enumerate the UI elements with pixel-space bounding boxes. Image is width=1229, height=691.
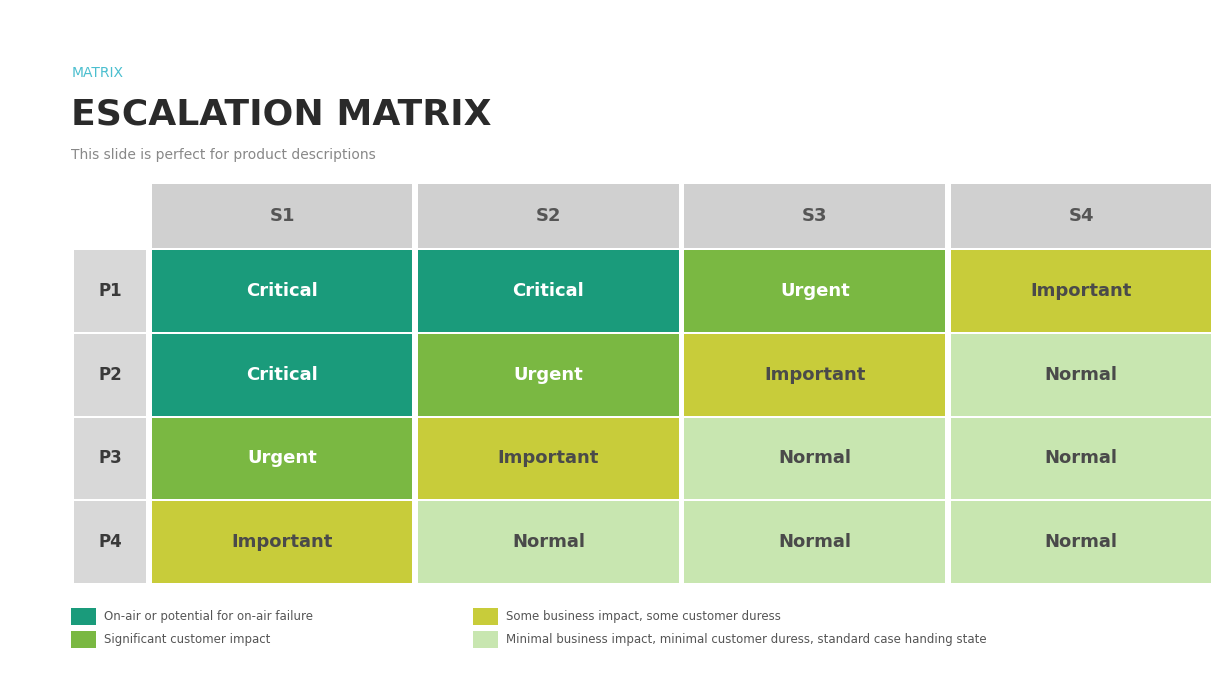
FancyBboxPatch shape: [418, 184, 678, 248]
FancyBboxPatch shape: [951, 184, 1212, 248]
Text: S1: S1: [269, 207, 295, 225]
FancyBboxPatch shape: [152, 501, 413, 583]
Text: On-air or potential for on-air failure: On-air or potential for on-air failure: [104, 610, 313, 623]
FancyBboxPatch shape: [152, 184, 413, 248]
Text: This slide is perfect for product descriptions: This slide is perfect for product descri…: [71, 149, 376, 162]
FancyBboxPatch shape: [951, 334, 1212, 415]
FancyBboxPatch shape: [418, 417, 678, 499]
Text: Critical: Critical: [512, 282, 584, 300]
Text: P2: P2: [98, 366, 122, 384]
Text: P1: P1: [98, 282, 122, 300]
FancyBboxPatch shape: [951, 501, 1212, 583]
Text: Urgent: Urgent: [247, 449, 317, 467]
Text: ESCALATION MATRIX: ESCALATION MATRIX: [71, 97, 492, 131]
Text: Important: Important: [498, 449, 600, 467]
FancyBboxPatch shape: [418, 334, 678, 415]
FancyBboxPatch shape: [951, 417, 1212, 499]
Text: Normal: Normal: [1045, 533, 1117, 551]
Text: P3: P3: [98, 449, 122, 467]
Text: Urgent: Urgent: [514, 366, 584, 384]
Text: Normal: Normal: [778, 449, 852, 467]
FancyBboxPatch shape: [685, 334, 945, 415]
FancyBboxPatch shape: [152, 250, 413, 332]
Text: Important: Important: [1030, 282, 1132, 300]
Text: Important: Important: [764, 366, 865, 384]
Text: Important: Important: [231, 533, 333, 551]
FancyBboxPatch shape: [152, 334, 413, 415]
Text: S2: S2: [536, 207, 562, 225]
FancyBboxPatch shape: [74, 250, 146, 332]
Text: Normal: Normal: [1045, 449, 1117, 467]
Text: Normal: Normal: [512, 533, 585, 551]
Text: Minimal business impact, minimal customer duress, standard case handing state: Minimal business impact, minimal custome…: [506, 633, 987, 645]
Text: Critical: Critical: [246, 282, 318, 300]
FancyBboxPatch shape: [74, 417, 146, 499]
Text: S3: S3: [803, 207, 827, 225]
Text: Critical: Critical: [246, 366, 318, 384]
Text: Significant customer impact: Significant customer impact: [104, 633, 270, 645]
FancyBboxPatch shape: [685, 184, 945, 248]
FancyBboxPatch shape: [685, 417, 945, 499]
FancyBboxPatch shape: [951, 250, 1212, 332]
Text: P4: P4: [98, 533, 122, 551]
FancyBboxPatch shape: [685, 501, 945, 583]
Text: S4: S4: [1068, 207, 1094, 225]
Text: Some business impact, some customer duress: Some business impact, some customer dure…: [506, 610, 782, 623]
Text: Normal: Normal: [1045, 366, 1117, 384]
Text: Normal: Normal: [778, 533, 852, 551]
Text: Urgent: Urgent: [780, 282, 849, 300]
FancyBboxPatch shape: [418, 250, 678, 332]
Text: MATRIX: MATRIX: [71, 66, 123, 79]
FancyBboxPatch shape: [685, 250, 945, 332]
FancyBboxPatch shape: [74, 501, 146, 583]
FancyBboxPatch shape: [418, 501, 678, 583]
FancyBboxPatch shape: [152, 417, 413, 499]
FancyBboxPatch shape: [74, 334, 146, 415]
